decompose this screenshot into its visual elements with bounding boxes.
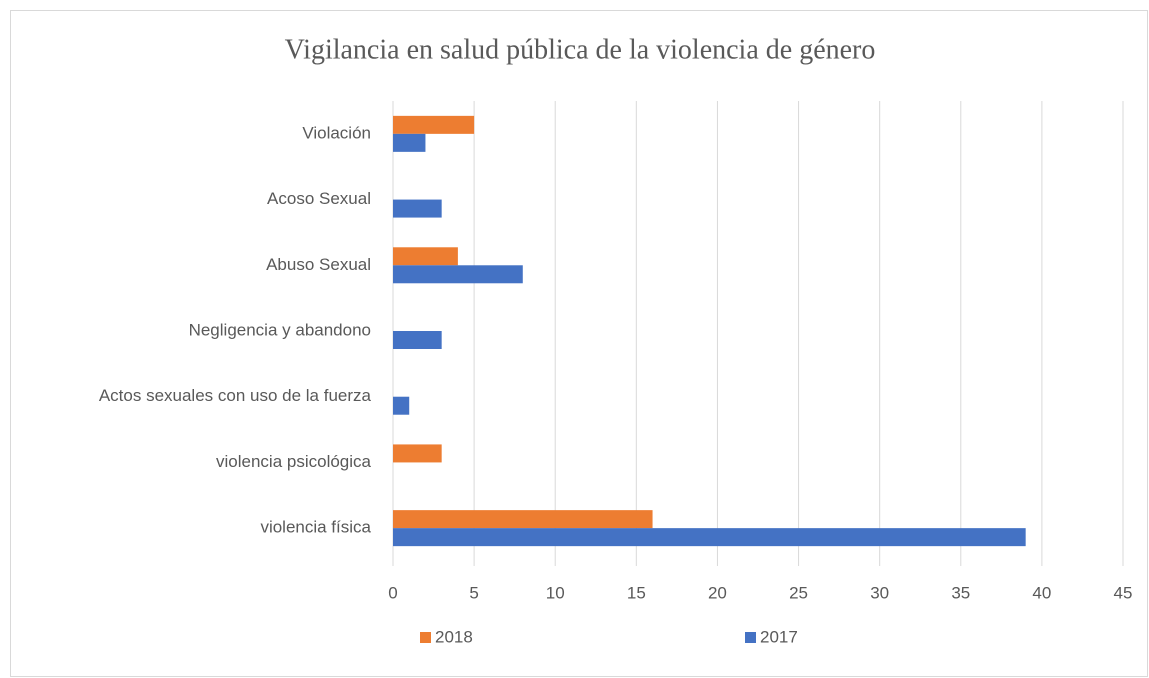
legend-swatch <box>745 632 756 643</box>
legend-label: 2018 <box>435 627 473 646</box>
x-tick-label: 10 <box>546 583 565 602</box>
y-tick-label: Violación <box>302 123 371 142</box>
chart-frame <box>10 10 1148 677</box>
x-tick-label: 15 <box>627 583 646 602</box>
bar <box>393 444 442 463</box>
legend-label: 2017 <box>760 627 798 646</box>
bar <box>393 528 1026 547</box>
x-tick-label: 0 <box>388 583 397 602</box>
x-tick-label: 25 <box>789 583 808 602</box>
bar <box>393 133 426 152</box>
x-tick-label: 45 <box>1114 583 1133 602</box>
y-tick-label: Actos sexuales con uso de la fuerza <box>99 386 372 405</box>
bar <box>393 510 653 529</box>
bar <box>393 265 523 284</box>
x-tick-label: 20 <box>708 583 727 602</box>
legend-swatch <box>420 632 431 643</box>
bar <box>393 331 442 349</box>
bar <box>393 247 458 266</box>
y-tick-label: Abuso Sexual <box>266 255 371 274</box>
x-tick-label: 35 <box>951 583 970 602</box>
y-tick-label: violencia física <box>260 518 371 537</box>
chart-title: Vigilancia en salud pública de la violen… <box>285 34 876 65</box>
y-tick-label: Negligencia y abandono <box>189 320 371 339</box>
x-tick-label: 40 <box>1032 583 1051 602</box>
x-tick-label: 5 <box>469 583 478 602</box>
bar <box>393 396 410 415</box>
x-tick-label: 30 <box>870 583 889 602</box>
bar <box>393 199 442 218</box>
y-tick-label: violencia psicológica <box>216 452 372 471</box>
bar <box>393 115 475 134</box>
y-tick-label: Acoso Sexual <box>267 189 371 208</box>
